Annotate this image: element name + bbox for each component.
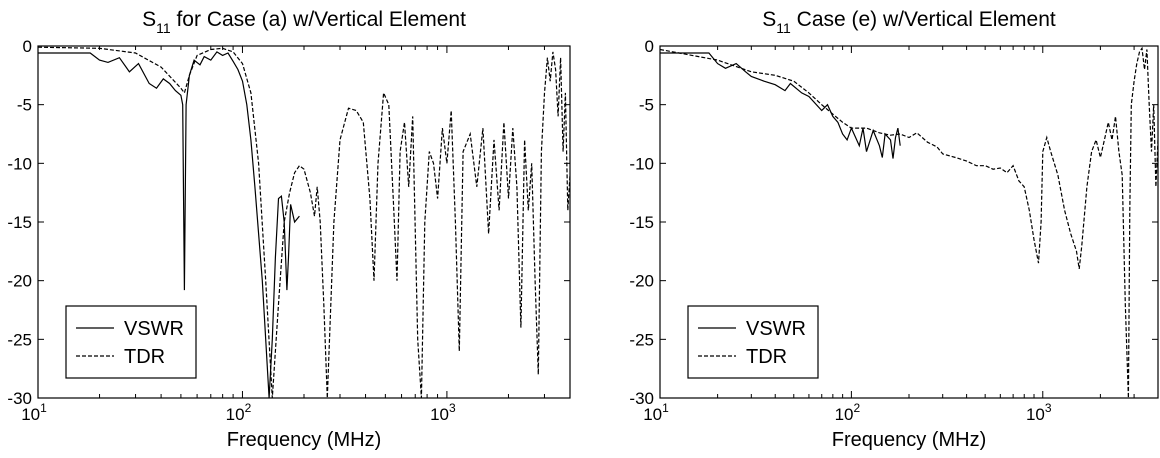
chart-panel-b: S11 Case (e) w/Vertical Element 0 -5 -10 -15… [580,0,1160,458]
chart-svg-a: S11 for Case (a) w/Vertical Element 0 -5 -1… [7,8,571,451]
series-line-vswr [660,52,901,159]
x-axis-label: Frequency (MHz) [227,429,381,451]
y-tick-label: -15 [629,213,654,232]
y-tick-label: -20 [629,272,654,291]
x-axis-label: Frequency (MHz) [832,429,986,451]
legend-label-tdr: TDR [746,346,787,368]
chart-title: S11 for Case (a) w/Vertical Element [142,8,466,36]
legend-label-tdr: TDR [124,346,165,368]
series-line-tdr [660,46,1158,398]
y-tick-label: -15 [7,213,32,232]
x-tick-label: 102 [835,401,861,424]
y-tick-label: -5 [639,96,654,115]
series-line-vswr [38,51,300,398]
legend-box [687,305,819,379]
x-tick-label: 102 [226,401,252,424]
series-line-tdr [38,46,570,398]
x-tick-label: 101 [643,401,669,424]
chart-title: S11 Case (e) w/Vertical Element [762,8,1056,36]
y-tick-label: -10 [7,154,32,173]
y-tick-label: -25 [629,330,654,349]
x-tick-label: 101 [21,401,47,424]
y-tick-label: -30 [629,389,654,408]
y-tick-label: -30 [7,389,32,408]
x-tick-label: 103 [430,401,456,424]
y-tick-label: 0 [645,37,654,56]
y-tick-label: -5 [17,96,32,115]
legend-label-vswr: VSWR [746,318,806,340]
y-tick-label: 0 [23,37,32,56]
x-tick-label: 103 [1026,401,1052,424]
y-tick-label: -10 [629,154,654,173]
chart-svg-b: S11 Case (e) w/Vertical Element 0 -5 -10 -15… [629,8,1159,451]
legend-label-vswr: VSWR [124,318,184,340]
legend-box [65,305,197,379]
y-tick-label: -20 [7,272,32,291]
chart-panel-a: S11 for Case (a) w/Vertical Element 0 -5 -1… [7,8,571,451]
y-tick-label: -25 [7,330,32,349]
